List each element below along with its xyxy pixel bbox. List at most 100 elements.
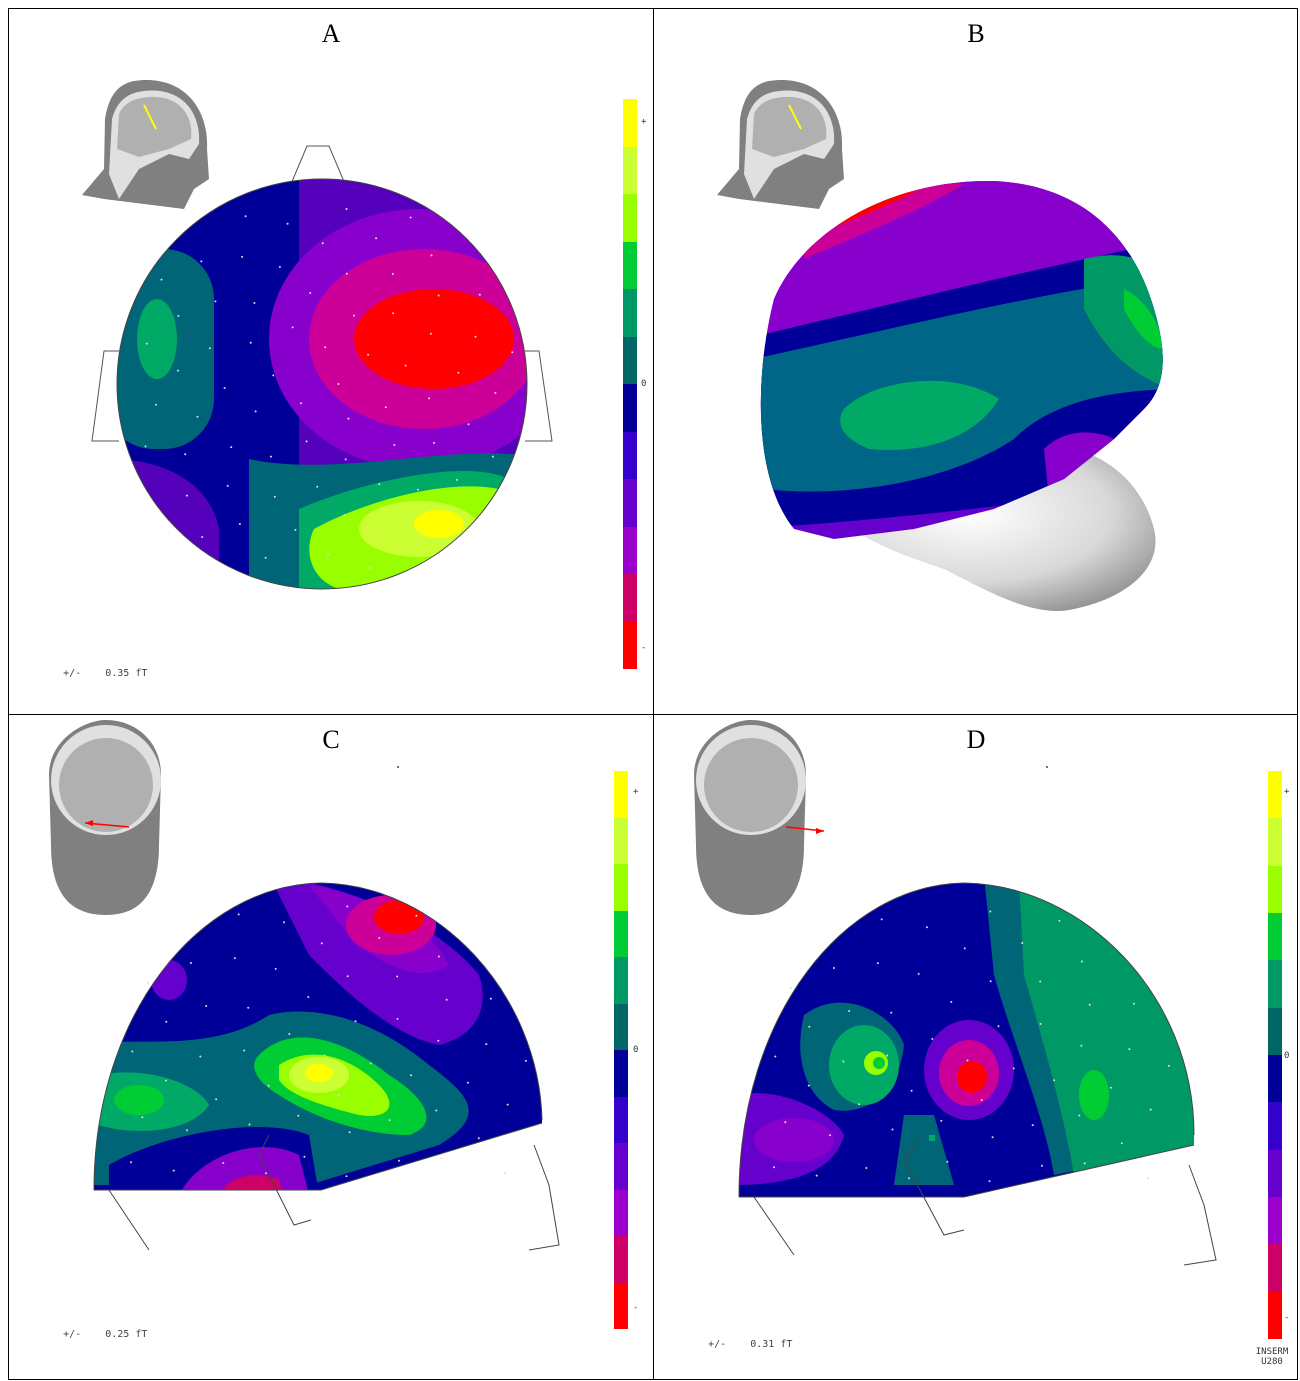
credit-line-1: INSERM <box>1255 1347 1289 1357</box>
sensor-dot <box>1039 980 1042 983</box>
colorbar-c-zero: 0 <box>633 1045 639 1055</box>
colorbar-d-minus: - <box>1284 1313 1290 1323</box>
sensor-dot <box>254 410 257 413</box>
sensor-dot <box>1078 1114 1081 1117</box>
sensor-dot <box>205 1005 208 1007</box>
sensor-dot <box>241 255 244 258</box>
colorbar-c-segment <box>614 1143 628 1190</box>
sensor-dot <box>267 1084 270 1087</box>
sensor-dot <box>398 1159 400 1162</box>
sensor-dot <box>345 272 348 275</box>
sensor-dot <box>272 374 275 377</box>
sensor-dot <box>199 1055 202 1058</box>
sensor-dot <box>784 1121 787 1124</box>
sensor-dot <box>858 1103 861 1106</box>
sensor-dot <box>196 415 199 418</box>
scale-prefix-a: +/- <box>63 668 82 679</box>
sensor-dot <box>908 1177 910 1180</box>
sensor-dot <box>1147 1177 1150 1180</box>
sensor-dot <box>880 918 883 921</box>
sensor-dot <box>1088 1003 1091 1006</box>
sensor-dot <box>428 397 431 400</box>
colorbar-c-segment <box>614 1236 628 1283</box>
sensor-dot <box>865 1167 868 1169</box>
sensor-dot <box>186 1129 188 1132</box>
sensor-dot <box>474 335 477 338</box>
grid-divider-vertical <box>653 8 654 1380</box>
sensor-dot <box>876 962 879 965</box>
sensor-dot <box>485 1043 488 1046</box>
sensor-dot <box>966 1059 969 1062</box>
sensor-dot <box>309 292 312 294</box>
credit-line-2: U280 <box>1261 1357 1283 1367</box>
sensor-dot <box>337 383 340 385</box>
panel-label-c: C <box>322 725 340 754</box>
sensor-dot <box>1058 919 1061 922</box>
sensor-dot <box>273 495 276 498</box>
sensor-dot <box>1120 1142 1123 1145</box>
colorbar-a-zero: 0 <box>641 379 647 389</box>
colorbar-c-segment <box>614 957 628 1004</box>
sensor-dot <box>375 237 378 240</box>
sensor-dot <box>253 302 256 304</box>
colorbar-c-segment <box>614 771 628 818</box>
sensor-dot <box>297 1114 300 1117</box>
colorbar-c-segment <box>614 1050 628 1097</box>
sensor-dot <box>214 300 217 303</box>
panel-a: A <box>9 9 653 714</box>
sensor-dot <box>466 1081 469 1084</box>
sensor-dot <box>380 528 383 531</box>
sensor-dot <box>184 453 187 456</box>
sensor-dot <box>278 265 281 268</box>
panel-c-map <box>49 720 560 1251</box>
colorbar-c-segment <box>614 1096 628 1143</box>
sensor-dot <box>437 1039 440 1042</box>
colorbar-c-strip <box>614 771 628 1329</box>
sensor-dot <box>164 1079 167 1082</box>
colorbar-c-minus: - <box>633 1303 639 1313</box>
sensor-dot <box>160 278 163 281</box>
colorbar-d-strip <box>1268 771 1282 1339</box>
scale-label-a: +/- 0.35 fT <box>39 657 147 690</box>
colorbar-d-segment <box>1268 818 1282 866</box>
colorbar-d-segment <box>1268 912 1282 961</box>
sensor-dot <box>429 332 432 335</box>
sensor-dot <box>185 494 188 497</box>
panel-b-3d-map <box>717 79 1163 611</box>
sensor-dot <box>457 371 460 374</box>
sensor-dot <box>347 417 350 420</box>
sensor-dot <box>344 458 347 461</box>
field-map-d <box>739 883 1194 1197</box>
colorbar-a-segment <box>623 479 637 527</box>
sensor-dot <box>388 1119 391 1122</box>
credit-label: INSERM U280 <box>1252 1347 1292 1367</box>
sensor-dot <box>320 942 323 945</box>
sensor-dot <box>345 208 348 210</box>
colorbar-a-segment <box>623 99 637 147</box>
sensor-dot <box>833 967 835 969</box>
colorbar-d-segment <box>1268 1102 1282 1150</box>
sensor-dot <box>773 1166 775 1169</box>
sensor-dot <box>1132 1002 1135 1005</box>
colorbar-a-segment <box>623 194 637 242</box>
sensor-dot <box>177 314 180 317</box>
sensor-dot <box>230 446 233 449</box>
sensor-dot <box>1167 1064 1170 1067</box>
sensor-dot <box>244 215 247 218</box>
sensor-dot <box>346 975 349 978</box>
sensor-dot <box>409 216 412 219</box>
sensor-dot <box>222 1162 225 1164</box>
sensor-dot <box>323 1054 326 1057</box>
sensor-dot <box>200 260 203 263</box>
sensor-dot <box>384 406 387 409</box>
sensor-dot <box>369 1062 372 1065</box>
colorbar-c-segment <box>614 864 628 911</box>
sensor-dot <box>1021 942 1024 944</box>
sensor-dot <box>265 1172 267 1175</box>
grid-divider-horizontal <box>8 714 1298 715</box>
sensor-dot <box>223 387 226 389</box>
sensor-dot <box>815 1174 818 1177</box>
colorbar-a-minus: - <box>641 643 647 653</box>
sensor-dot <box>378 937 381 939</box>
sensor-dot <box>891 1128 894 1131</box>
